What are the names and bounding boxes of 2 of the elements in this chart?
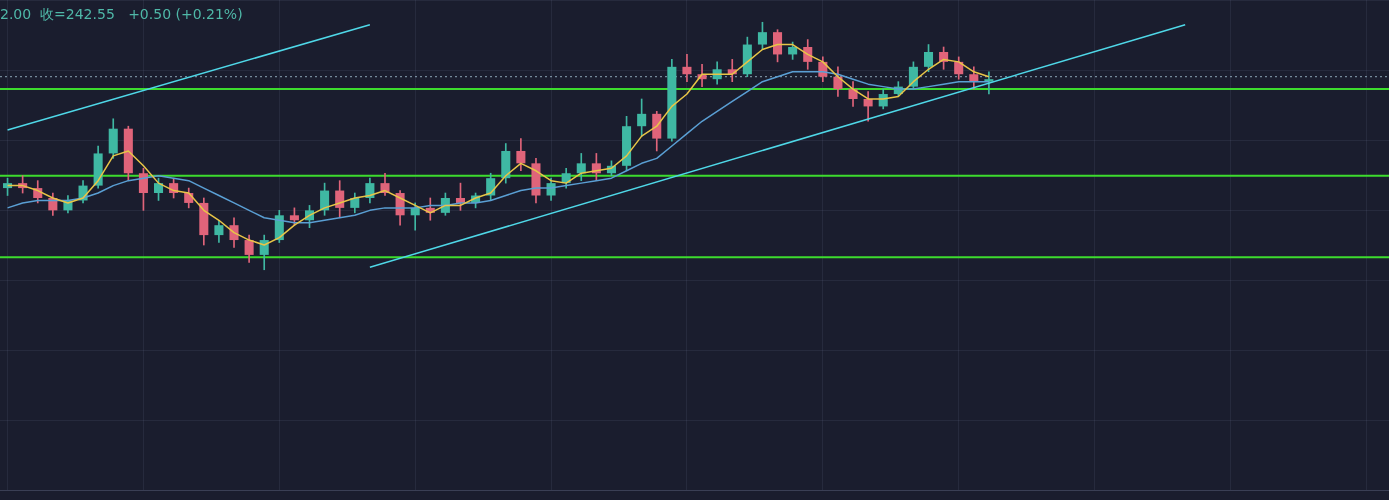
annotation: 2.00 收=242.55 +0.50 (+0.21%) <box>0 6 243 24</box>
candlestick <box>682 54 692 82</box>
